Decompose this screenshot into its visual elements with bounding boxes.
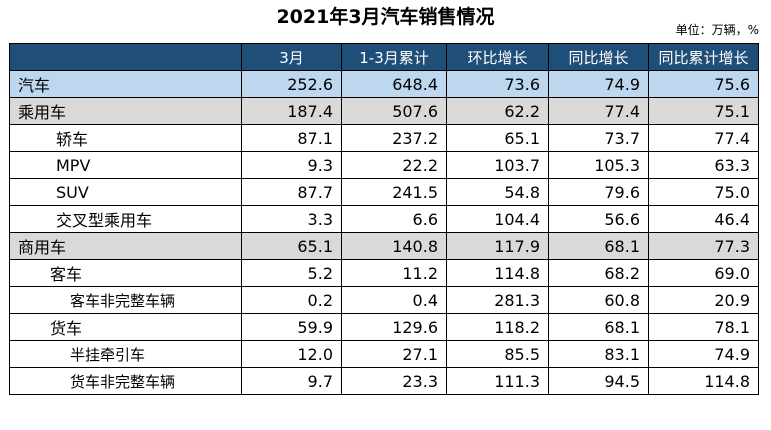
value-cell: 103.7	[446, 151, 549, 179]
table-row: 汽车 252.6 648.4 73.6 74.9 75.6	[9, 70, 759, 98]
value-cell: 94.5	[548, 367, 649, 395]
value-cell: 78.1	[648, 313, 759, 341]
value-cell: 68.1	[548, 232, 649, 260]
header-cell	[9, 43, 242, 71]
row-label: 半挂牵引车	[9, 340, 242, 368]
value-cell: 68.1	[548, 313, 649, 341]
value-cell: 77.3	[648, 232, 759, 260]
row-label: 商用车	[9, 232, 242, 260]
value-cell: 65.1	[446, 124, 549, 152]
unit-note: 单位：万辆，%	[675, 23, 759, 37]
table-row: 乘用车 187.4 507.6 62.2 77.4 75.1	[9, 97, 759, 125]
row-label: 货车非完整车辆	[9, 367, 242, 395]
value-cell: 23.3	[341, 367, 447, 395]
value-cell: 507.6	[341, 97, 447, 125]
table-row: 货车 59.9 129.6 118.2 68.1 78.1	[9, 313, 759, 341]
row-label: 货车	[9, 313, 242, 341]
value-cell: 87.1	[241, 124, 342, 152]
value-cell: 46.4	[648, 205, 759, 233]
table-row: 交叉型乘用车 3.3 6.6 104.4 56.6 46.4	[9, 205, 759, 233]
value-cell: 140.8	[341, 232, 447, 260]
value-cell: 87.7	[241, 178, 342, 206]
row-label: 客车	[9, 259, 242, 287]
value-cell: 75.6	[648, 70, 759, 98]
value-cell: 111.3	[446, 367, 549, 395]
value-cell: 20.9	[648, 286, 759, 314]
row-label: MPV	[9, 151, 242, 179]
value-cell: 252.6	[241, 70, 342, 98]
value-cell: 187.4	[241, 97, 342, 125]
row-label: SUV	[9, 178, 242, 206]
value-cell: 60.8	[548, 286, 649, 314]
value-cell: 62.2	[446, 97, 549, 125]
value-cell: 75.1	[648, 97, 759, 125]
value-cell: 77.4	[548, 97, 649, 125]
value-cell: 65.1	[241, 232, 342, 260]
header-cell: 1-3月累计	[341, 43, 447, 71]
value-cell: 114.8	[648, 367, 759, 395]
value-cell: 5.2	[241, 259, 342, 287]
value-cell: 74.9	[548, 70, 649, 98]
value-cell: 11.2	[341, 259, 447, 287]
value-cell: 104.4	[446, 205, 549, 233]
value-cell: 281.3	[446, 286, 549, 314]
value-cell: 9.3	[241, 151, 342, 179]
header-cell: 环比增长	[446, 43, 549, 71]
value-cell: 6.6	[341, 205, 447, 233]
row-label: 汽车	[9, 70, 242, 98]
table-row: 客车 5.2 11.2 114.8 68.2 69.0	[9, 259, 759, 287]
value-cell: 77.4	[648, 124, 759, 152]
sales-table: 3月 1-3月累计 环比增长 同比增长 同比累计增长 汽车 252.6 648.4 7…	[9, 43, 759, 395]
value-cell: 79.6	[548, 178, 649, 206]
table-row: MPV 9.3 22.2 103.7 105.3 63.3	[9, 151, 759, 179]
value-cell: 0.2	[241, 286, 342, 314]
value-cell: 54.8	[446, 178, 549, 206]
value-cell: 59.9	[241, 313, 342, 341]
header-cell: 3月	[241, 43, 342, 71]
value-cell: 75.0	[648, 178, 759, 206]
value-cell: 85.5	[446, 340, 549, 368]
value-cell: 114.8	[446, 259, 549, 287]
value-cell: 12.0	[241, 340, 342, 368]
value-cell: 27.1	[341, 340, 447, 368]
value-cell: 129.6	[341, 313, 447, 341]
value-cell: 56.6	[548, 205, 649, 233]
header-cell: 同比累计增长	[648, 43, 759, 71]
value-cell: 73.7	[548, 124, 649, 152]
value-cell: 117.9	[446, 232, 549, 260]
value-cell: 69.0	[648, 259, 759, 287]
table-row: 商用车 65.1 140.8 117.9 68.1 77.3	[9, 232, 759, 260]
value-cell: 9.7	[241, 367, 342, 395]
value-cell: 0.4	[341, 286, 447, 314]
value-cell: 68.2	[548, 259, 649, 287]
table-row: 轿车 87.1 237.2 65.1 73.7 77.4	[9, 124, 759, 152]
row-label: 轿车	[9, 124, 242, 152]
value-cell: 118.2	[446, 313, 549, 341]
table-row: 客车非完整车辆 0.2 0.4 281.3 60.8 20.9	[9, 286, 759, 314]
value-cell: 3.3	[241, 205, 342, 233]
table-header-row: 3月 1-3月累计 环比增长 同比增长 同比累计增长	[9, 43, 759, 71]
value-cell: 73.6	[446, 70, 549, 98]
value-cell: 63.3	[648, 151, 759, 179]
table-row: SUV 87.7 241.5 54.8 79.6 75.0	[9, 178, 759, 206]
row-label: 客车非完整车辆	[9, 286, 242, 314]
value-cell: 74.9	[648, 340, 759, 368]
value-cell: 22.2	[341, 151, 447, 179]
value-cell: 237.2	[341, 124, 447, 152]
table-row: 半挂牵引车 12.0 27.1 85.5 83.1 74.9	[9, 340, 759, 368]
header-cell: 同比增长	[548, 43, 649, 71]
value-cell: 83.1	[548, 340, 649, 368]
row-label: 交叉型乘用车	[9, 205, 242, 233]
value-cell: 241.5	[341, 178, 447, 206]
page-title: 2021年3月汽车销售情况	[276, 6, 495, 28]
value-cell: 105.3	[548, 151, 649, 179]
value-cell: 648.4	[341, 70, 447, 98]
table-row: 货车非完整车辆 9.7 23.3 111.3 94.5 114.8	[9, 367, 759, 395]
row-label: 乘用车	[9, 97, 242, 125]
